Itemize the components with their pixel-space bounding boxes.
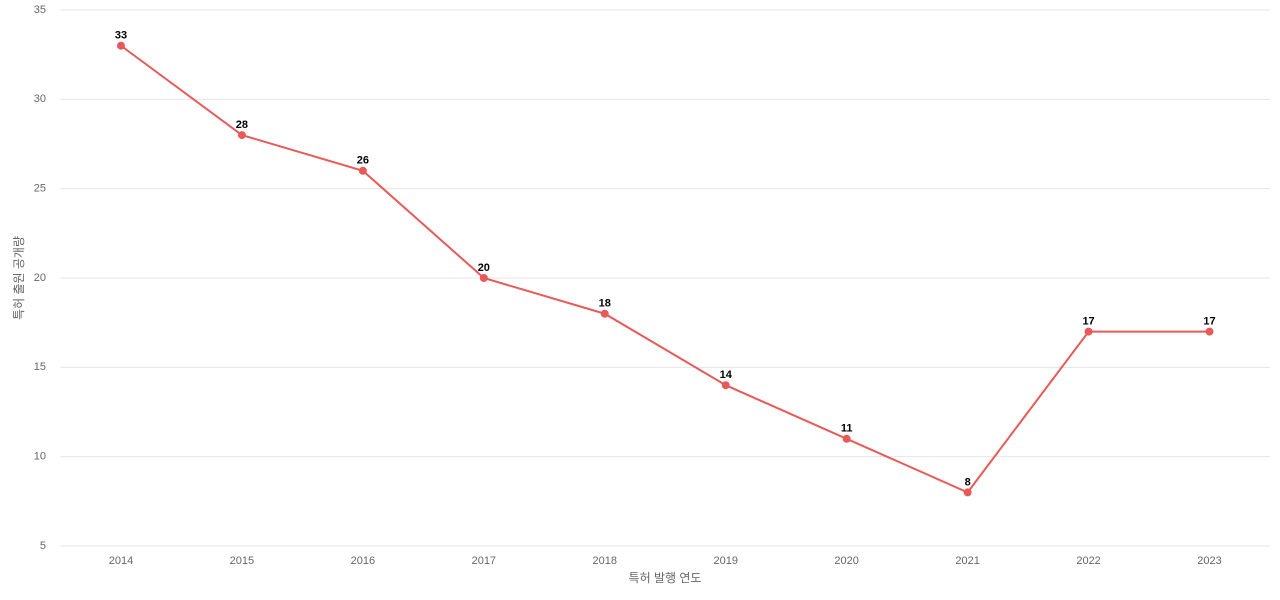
x-tick-label: 2014	[109, 555, 133, 567]
x-axis-label: 특허 발행 연도	[629, 570, 702, 585]
x-tick-label: 2019	[713, 555, 737, 567]
data-point	[1084, 327, 1093, 336]
data-label: 17	[1203, 316, 1215, 328]
data-label: 11	[841, 423, 853, 435]
data-point	[358, 166, 367, 175]
y-tick-label: 10	[34, 451, 46, 463]
y-tick-label: 5	[40, 540, 46, 552]
data-label: 8	[965, 476, 971, 488]
x-tick-label: 2018	[593, 555, 617, 567]
y-tick-label: 25	[34, 183, 46, 195]
x-tick-label: 2015	[230, 555, 254, 567]
y-tick-label: 30	[34, 93, 46, 105]
x-tick-label: 2020	[834, 555, 858, 567]
data-label: 18	[599, 298, 611, 310]
data-point	[479, 274, 488, 282]
x-tick-label: 2023	[1197, 555, 1221, 567]
data-point	[842, 434, 851, 443]
data-point	[116, 41, 125, 50]
y-tick-label: 35	[34, 4, 46, 16]
y-tick-label: 15	[34, 361, 46, 373]
data-label: 20	[478, 262, 490, 274]
y-axis-label: 특허 출원 공개량	[12, 236, 26, 320]
x-tick-label: 2016	[351, 555, 375, 567]
data-label: 28	[236, 119, 248, 131]
data-label: 33	[115, 30, 127, 42]
x-tick-label: 2021	[955, 555, 979, 567]
data-point	[237, 131, 246, 140]
x-tick-label: 2022	[1076, 555, 1100, 567]
data-point	[721, 381, 730, 390]
x-tick-label: 2017	[472, 555, 496, 567]
data-label: 17	[1082, 316, 1094, 328]
data-point	[600, 309, 609, 318]
data-point	[1205, 327, 1214, 336]
data-point	[963, 488, 972, 497]
y-tick-label: 20	[34, 272, 46, 284]
data-line	[120, 44, 1210, 494]
data-label: 26	[357, 155, 369, 167]
data-label: 14	[720, 369, 733, 381]
